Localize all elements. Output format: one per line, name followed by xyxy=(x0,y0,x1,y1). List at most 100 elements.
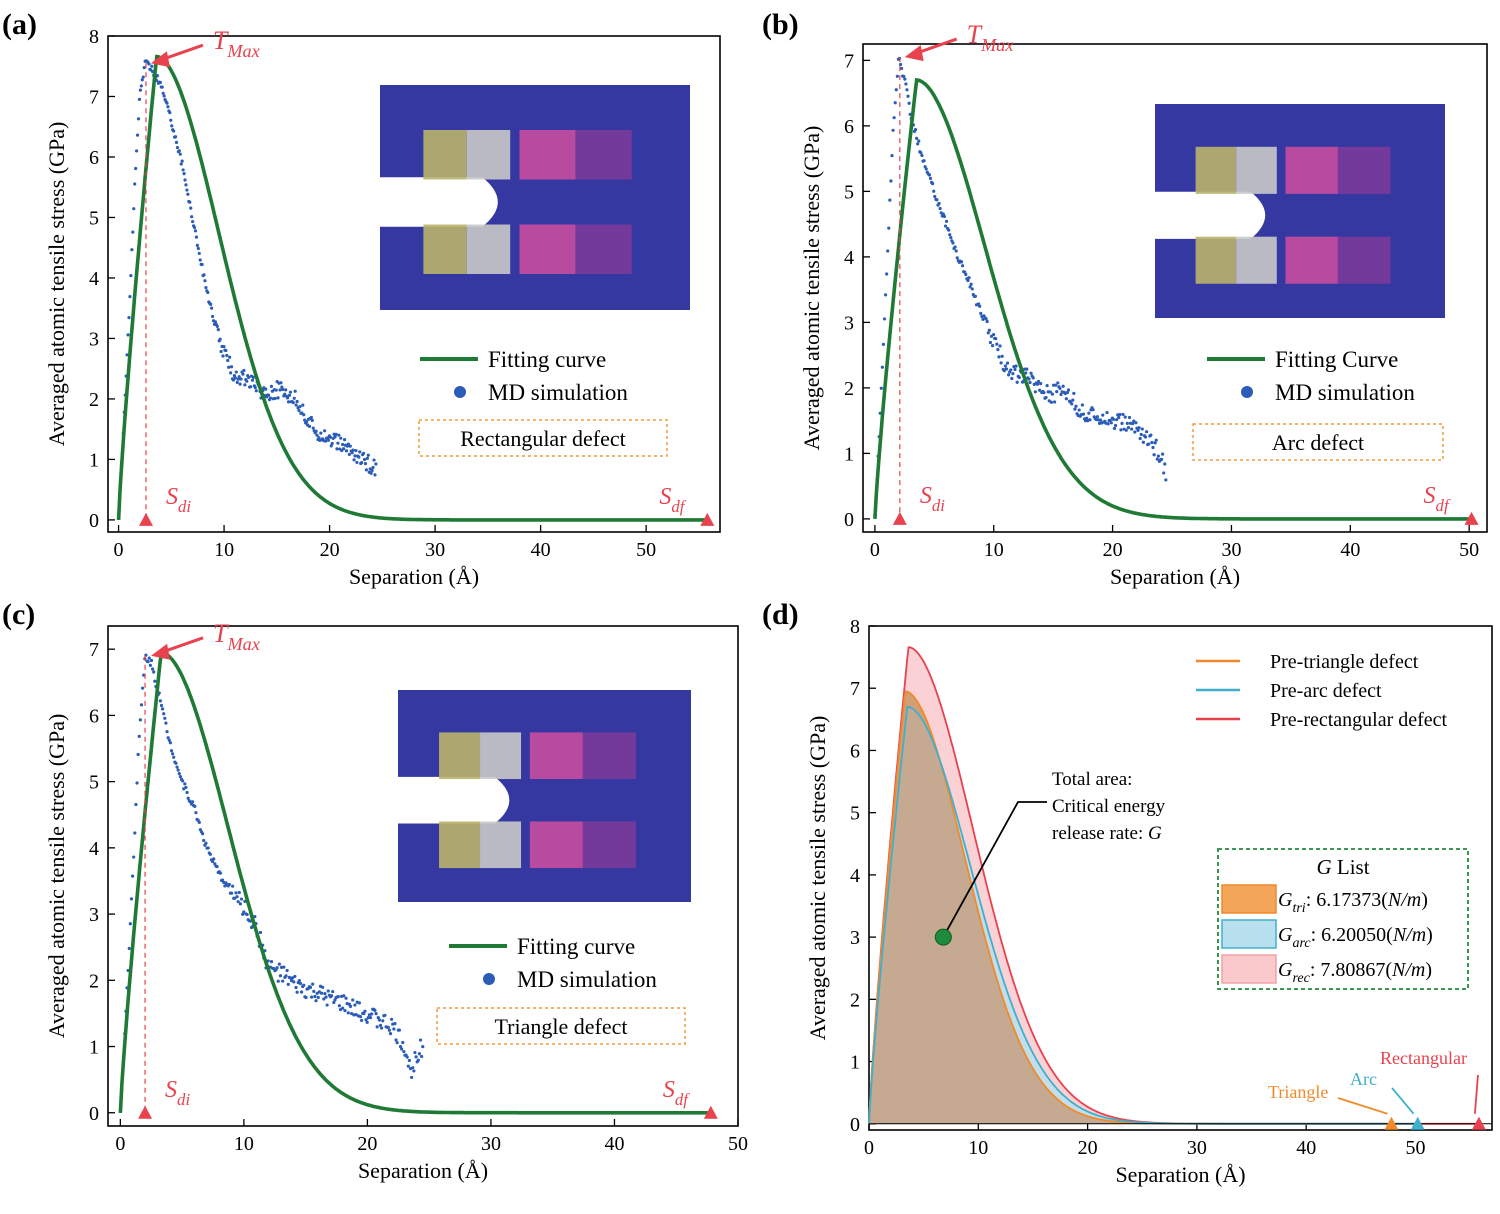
a-plot-frame xyxy=(107,35,721,533)
a-md-point xyxy=(186,192,190,196)
a-md-point xyxy=(333,435,337,439)
b-md-point xyxy=(1139,432,1143,437)
a-x-axis-label: Separation (Å) xyxy=(349,564,479,589)
a-md-point xyxy=(184,183,188,187)
b-md-point xyxy=(1112,426,1117,431)
b-md-point xyxy=(1064,397,1068,401)
b-md-point xyxy=(967,276,971,280)
c-md-point xyxy=(132,855,136,859)
a-md-point xyxy=(235,380,239,384)
b-md-point xyxy=(995,342,999,346)
b-md-point xyxy=(1138,436,1142,441)
c-legend-md-label: MD simulation xyxy=(517,967,657,992)
c-md-point xyxy=(284,974,288,978)
b-tmax-arrowhead xyxy=(904,45,924,62)
c-md-point xyxy=(127,946,131,951)
a-md-point xyxy=(131,230,135,234)
b-md-point xyxy=(892,116,896,120)
c-md-point xyxy=(366,1016,370,1020)
c-md-point xyxy=(414,1055,418,1059)
b-note-label: Arc defect xyxy=(1272,430,1364,455)
a-md-point xyxy=(229,365,234,369)
c-md-point xyxy=(401,1040,405,1045)
b-md-series xyxy=(873,56,1168,517)
c-md-point xyxy=(319,991,324,995)
a-tmax-arrow xyxy=(162,43,204,61)
b-md-point xyxy=(966,278,970,283)
b-md-point xyxy=(969,282,973,286)
a-md-point xyxy=(147,62,151,66)
c-md-point xyxy=(294,985,298,990)
a-md-point xyxy=(160,85,164,89)
c-inset-layer-bottom xyxy=(529,821,584,869)
a-md-point xyxy=(133,182,137,186)
b-md-point xyxy=(1152,453,1156,457)
c-y-tick-label: 2 xyxy=(89,970,99,992)
b-md-point xyxy=(1058,386,1062,390)
b-md-point xyxy=(1143,435,1148,439)
a-md-point xyxy=(268,396,273,400)
c-md-point xyxy=(398,1044,403,1049)
d-y-tick-label: 0 xyxy=(850,1114,860,1136)
a-md-point xyxy=(319,431,323,435)
b-md-point xyxy=(1130,427,1134,431)
b-md-point xyxy=(1141,440,1145,444)
b-md-point xyxy=(1126,426,1131,430)
a-x-tick-label: 10 xyxy=(214,539,234,561)
c-md-point xyxy=(197,820,201,825)
a-md-point xyxy=(298,404,302,409)
c-md-point xyxy=(137,734,141,739)
d-y-axis-label: Averaged atomic tensile stress (GPa) xyxy=(805,716,830,1041)
c-md-point xyxy=(393,1022,397,1026)
c-md-point xyxy=(313,994,317,999)
b-md-point xyxy=(1109,421,1113,425)
c-md-point xyxy=(304,995,308,1000)
a-md-point xyxy=(226,358,230,363)
c-inset-layer-top xyxy=(480,732,522,780)
d-x-tick-label: 10 xyxy=(968,1137,988,1159)
b-md-point xyxy=(935,198,939,202)
a-md-point xyxy=(175,145,180,150)
b-md-point xyxy=(1035,382,1040,386)
a-md-point xyxy=(129,273,133,278)
a-md-point xyxy=(266,393,271,397)
b-y-tick-label: 0 xyxy=(844,509,854,531)
c-inset-layer-top xyxy=(529,732,584,780)
a-md-point xyxy=(276,396,280,400)
b-md-point xyxy=(955,256,959,260)
b-md-point xyxy=(915,136,919,140)
b-x-tick-label: 20 xyxy=(1103,539,1123,561)
b-md-point xyxy=(904,82,908,86)
a-y-tick-label: 7 xyxy=(89,86,99,108)
a-md-point xyxy=(302,413,306,417)
c-md-point xyxy=(420,1054,424,1059)
c-md-point xyxy=(312,989,316,993)
b-md-point xyxy=(886,249,890,253)
panel-c: (c) 0 10 20 30 40 50 0 1 2 3 4 5 6 7 Separation (Å) Aver… xyxy=(2,598,748,1183)
a-inset-crack xyxy=(380,177,498,227)
c-md-point xyxy=(168,741,172,745)
b-md-point xyxy=(1077,408,1081,412)
c-md-point xyxy=(308,985,313,989)
b-md-point xyxy=(1038,388,1042,392)
c-md-point xyxy=(165,730,169,734)
b-md-point xyxy=(1059,392,1063,397)
b-sdf-marker xyxy=(1464,511,1479,525)
a-md-point xyxy=(179,162,183,166)
a-md-point xyxy=(231,378,236,382)
c-md-point xyxy=(421,1045,425,1049)
a-md-point xyxy=(215,324,219,328)
c-md-point xyxy=(316,995,320,1000)
b-md-point xyxy=(997,355,1001,359)
a-inset-layer-bottom xyxy=(466,224,511,274)
a-md-point xyxy=(370,468,374,473)
b-md-point xyxy=(1056,381,1060,385)
a-md-point xyxy=(194,235,199,239)
a-md-point xyxy=(203,279,207,283)
b-md-point xyxy=(1113,423,1118,428)
c-md-point xyxy=(342,994,346,998)
a-md-point xyxy=(210,314,215,319)
c-md-point xyxy=(395,1041,399,1045)
a-md-point xyxy=(311,426,315,430)
b-md-point xyxy=(954,249,958,253)
